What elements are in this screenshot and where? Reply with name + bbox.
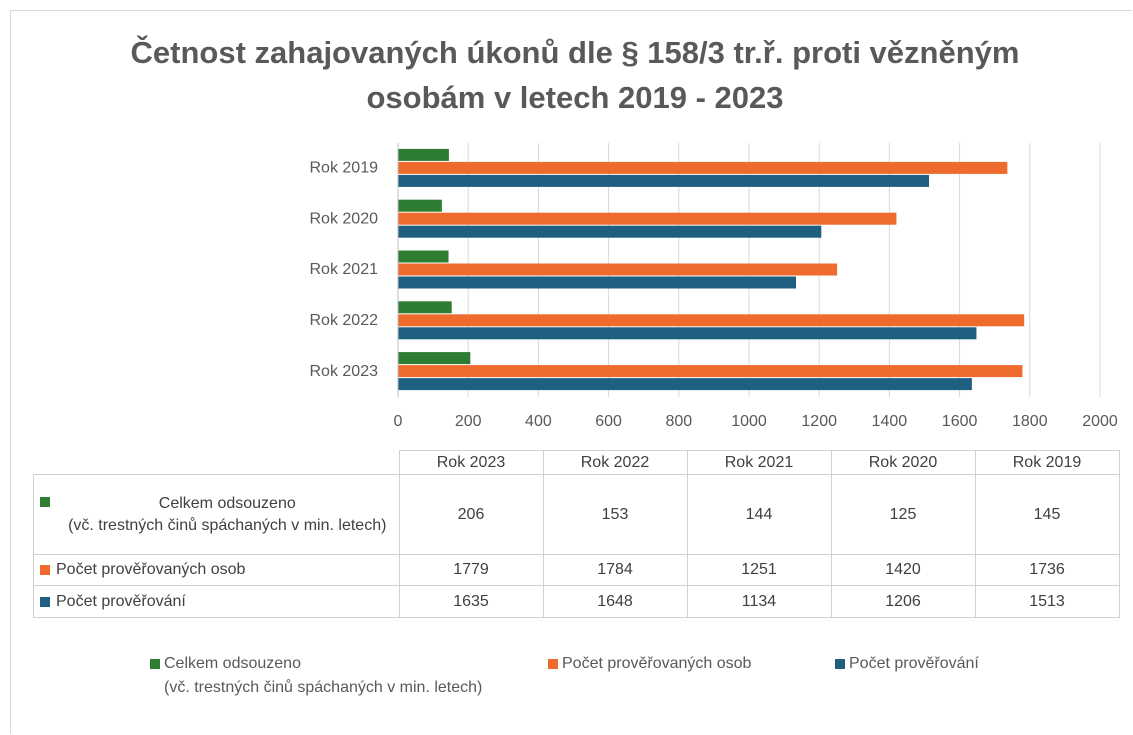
y-tick-label: Rok 2019 (310, 160, 379, 177)
legend-key (40, 565, 50, 575)
bar (398, 314, 1025, 327)
bar (398, 199, 442, 212)
x-tick-label: 0 (394, 413, 403, 430)
legend-key (40, 596, 50, 607)
bar (398, 212, 897, 225)
legend-label: Celkem odsouzeno (vč. trestných činů spá… (164, 655, 483, 696)
x-tick-label: 800 (665, 413, 692, 430)
legend-label: Počet prověřovaných osob (562, 655, 752, 672)
x-tick-label: 2000 (1082, 413, 1118, 430)
legend-key (548, 659, 558, 669)
x-tick-label: 400 (525, 413, 552, 430)
blank-cell (34, 451, 400, 475)
table-row: Celkem odsouzeno (vč. trestných činů spá… (33, 474, 1120, 555)
legend-item: Počet prověřovaných osob (548, 652, 751, 676)
series-name: Počet prověřování (56, 592, 186, 610)
table-value: 1736 (974, 554, 1120, 586)
bar (398, 263, 838, 276)
table-value: 1779 (398, 554, 544, 586)
table-value: 1134 (686, 585, 832, 618)
bar (398, 365, 1023, 378)
series-name: Celkem odsouzeno (vč. trestných činů spá… (68, 494, 387, 534)
legend-item: Celkem odsouzeno (vč. trestných činů spá… (150, 652, 482, 700)
table-value: 1784 (542, 554, 688, 586)
column-header: Rok 2019 (974, 450, 1120, 475)
x-tick-label: 600 (595, 413, 622, 430)
table-value: 1251 (686, 554, 832, 586)
row-header: Počet prověřovaných osob (33, 554, 400, 586)
y-tick-label: Rok 2020 (310, 210, 379, 227)
table-value: 1635 (398, 585, 544, 618)
table-row: Počet prověřování 1635 1648 1134 1206 1513 (33, 585, 1120, 618)
x-tick-label: 1600 (942, 413, 978, 430)
table-value: 1420 (830, 554, 976, 586)
table-value: 1648 (542, 585, 688, 618)
table-value: 144 (686, 474, 832, 555)
table-value: 153 (542, 474, 688, 555)
table-header: Rok 2023 Rok 2022 Rok 2021 Rok 2020 Rok 2019 (34, 450, 1120, 475)
y-tick-label: Rok 2022 (310, 312, 379, 329)
legend-key (835, 659, 845, 669)
x-tick-label: 1800 (1012, 413, 1048, 430)
column-header: Rok 2021 (686, 450, 832, 475)
bar (398, 250, 449, 263)
table-value: 1513 (974, 585, 1120, 618)
table-value: 145 (974, 474, 1120, 555)
y-tick-label: Rok 2023 (310, 363, 379, 380)
bar (398, 225, 822, 238)
table-value: 1206 (830, 585, 976, 618)
table-value: 206 (398, 474, 544, 555)
x-tick-label: 1000 (731, 413, 767, 430)
bar (398, 378, 972, 391)
bar (398, 327, 977, 340)
bar (398, 352, 471, 365)
series-name-wrap: Počet prověřovaných osob (40, 561, 399, 579)
x-tick-label: 1200 (801, 413, 837, 430)
bar (398, 276, 797, 289)
legend-item: Počet prověřování (835, 652, 979, 676)
legend-key (40, 496, 50, 507)
row-header: Počet prověřování (33, 585, 400, 618)
series-name-wrap: Celkem odsouzeno (vč. trestných činů spá… (40, 493, 399, 537)
bar (398, 148, 449, 161)
bar (398, 174, 930, 187)
table-row: Počet prověřovaných osob 1779 1784 1251 1420… (33, 554, 1120, 586)
data-table: Rok 2023 Rok 2022 Rok 2021 Rok 2020 Rok 2019… (33, 450, 1120, 618)
column-header: Rok 2023 (398, 450, 544, 475)
bar (398, 161, 1008, 174)
legend-label: Počet prověřování (849, 655, 979, 672)
bar (398, 301, 452, 314)
row-header: Celkem odsouzeno (vč. trestných činů spá… (33, 474, 400, 555)
chart-title: Četnost zahajovaných úkonů dle § 158/3 t… (130, 35, 1020, 115)
x-tick-label: 200 (455, 413, 482, 430)
column-header: Rok 2020 (830, 450, 976, 475)
series-name: Počet prověřovaných osob (56, 561, 246, 578)
x-tick-label: 1400 (872, 413, 908, 430)
y-tick-label: Rok 2021 (310, 261, 379, 278)
table-value: 125 (830, 474, 976, 555)
legend-key (150, 659, 160, 669)
series-name-wrap: Počet prověřování (40, 593, 399, 611)
chart-border (10, 10, 1132, 734)
column-header: Rok 2022 (542, 450, 688, 475)
